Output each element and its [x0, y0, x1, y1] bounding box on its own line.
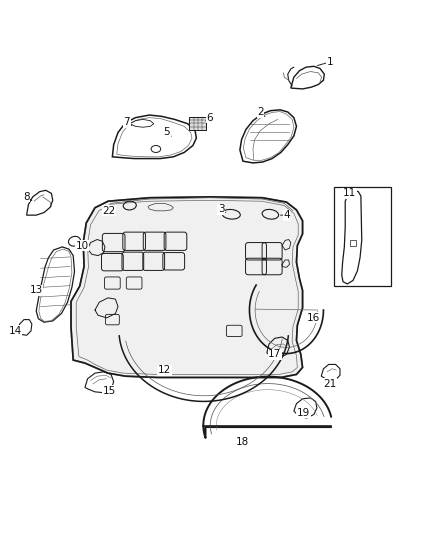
Text: 19: 19 [297, 408, 310, 418]
Text: 18: 18 [236, 438, 249, 447]
Text: 8: 8 [23, 192, 30, 202]
Text: 22: 22 [102, 206, 116, 216]
Text: 16: 16 [307, 313, 321, 323]
Bar [350, 240, 356, 246]
Text: 4: 4 [283, 210, 290, 220]
Text: 7: 7 [124, 117, 130, 127]
Polygon shape [71, 197, 303, 377]
Bar [334, 187, 391, 286]
Text: 5: 5 [163, 127, 170, 138]
Text: 13: 13 [30, 286, 43, 295]
Text: 6: 6 [206, 112, 213, 123]
Text: 12: 12 [158, 365, 171, 375]
Text: 17: 17 [268, 350, 281, 359]
Text: 1: 1 [327, 57, 333, 67]
Text: 14: 14 [9, 326, 22, 336]
Text: 10: 10 [75, 240, 88, 251]
Text: 11: 11 [343, 188, 356, 198]
Text: 15: 15 [102, 386, 116, 396]
Text: 21: 21 [323, 379, 337, 389]
Text: 2: 2 [257, 107, 264, 117]
Text: 3: 3 [218, 204, 225, 214]
Bar [189, 117, 206, 130]
